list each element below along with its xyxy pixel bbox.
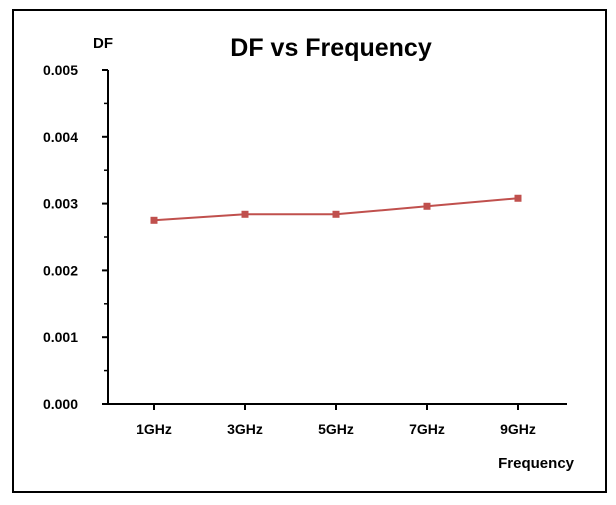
y-tick-label: 0.005 [43, 62, 78, 78]
chart-title: DF vs Frequency [230, 34, 432, 62]
x-axis-label: Frequency [498, 455, 575, 472]
x-tick-label: 9GHz [500, 421, 536, 437]
y-tick-label: 0.003 [43, 196, 78, 212]
y-tick-label: 0.002 [43, 262, 78, 278]
chart-frame [12, 9, 607, 493]
x-tick-label: 3GHz [227, 421, 263, 437]
y-axis-label: DF [93, 35, 113, 52]
data-point-marker [332, 210, 340, 218]
data-point-marker [150, 216, 158, 224]
y-tick-label: 0.001 [43, 329, 78, 345]
x-tick-label: 5GHz [318, 421, 354, 437]
y-tick-label: 0.000 [43, 396, 78, 412]
x-tick-label: 7GHz [409, 421, 445, 437]
data-point-marker [423, 202, 431, 210]
y-tick-label: 0.004 [43, 129, 78, 145]
x-tick-label: 1GHz [136, 421, 172, 437]
data-point-marker [514, 194, 522, 202]
data-point-marker [241, 210, 249, 218]
